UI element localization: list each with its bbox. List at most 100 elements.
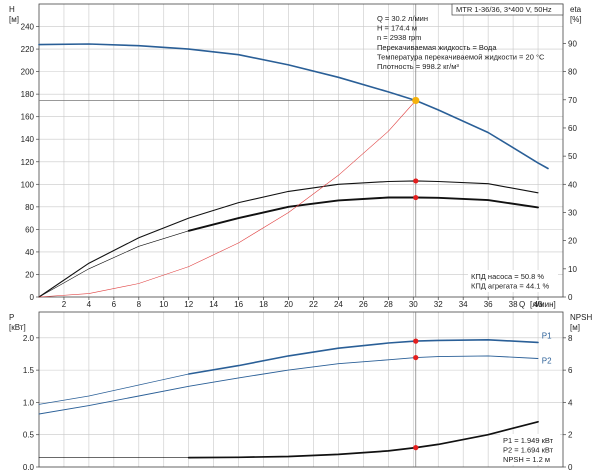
efficiency-info-bg bbox=[468, 270, 558, 292]
y2-tick-label: 0 bbox=[568, 463, 573, 472]
duty-point-marker bbox=[413, 178, 419, 184]
x-tick-label: 2 bbox=[62, 300, 67, 309]
chart-title-box: MTR 1-36/36, 3*400 V, 50Hz bbox=[451, 3, 564, 16]
head-efficiency-panel: 0204060801001201401601802002202400102030… bbox=[9, 3, 582, 309]
series-eta-unit bbox=[187, 196, 539, 232]
y2-tick-label: 30 bbox=[568, 208, 577, 217]
series-p1 bbox=[187, 338, 539, 375]
x-tick-label: 30 bbox=[409, 300, 418, 309]
x-tick-label: 28 bbox=[384, 300, 393, 309]
duty-point-marker bbox=[412, 96, 420, 105]
series-npsh bbox=[187, 420, 539, 459]
x-tick-label: 26 bbox=[359, 300, 368, 309]
x-tick-label: 16 bbox=[234, 300, 243, 309]
power-info-line: P1 = 1.949 кВт bbox=[503, 436, 554, 445]
y2-tick-label: 10 bbox=[568, 265, 577, 274]
power-info-bg bbox=[500, 434, 560, 465]
x-tick-label: 14 bbox=[209, 300, 218, 309]
y2-tick-label: 6 bbox=[568, 366, 573, 375]
y2-tick-label: 0 bbox=[568, 293, 573, 302]
duty-point-marker bbox=[413, 445, 419, 451]
x-tick-label: 12 bbox=[184, 300, 193, 309]
y2-axis-unit: [%] bbox=[570, 15, 582, 24]
power-info-line: P2 = 1.694 кВт bbox=[503, 446, 554, 455]
y2-tick-label: 2 bbox=[568, 431, 573, 440]
x-tick-label: 8 bbox=[137, 300, 142, 309]
series-eta-pump bbox=[38, 180, 539, 298]
y2-tick-label: 80 bbox=[568, 68, 577, 77]
chart-title: MTR 1-36/36, 3*400 V, 50Hz bbox=[456, 5, 552, 14]
duty-info-line: Q = 30.2 л/мин bbox=[377, 14, 428, 23]
series-p2 bbox=[38, 355, 539, 415]
y-tick-label: 200 bbox=[21, 68, 35, 77]
x-axis-symbol: Q bbox=[519, 300, 525, 309]
y-tick-label: 0.5 bbox=[23, 431, 35, 440]
x-tick-label: 24 bbox=[334, 300, 343, 309]
x-tick-label: 32 bbox=[434, 300, 443, 309]
series-label: P2 bbox=[542, 357, 552, 366]
y-tick-label: 240 bbox=[21, 23, 35, 32]
title-frame bbox=[451, 3, 564, 16]
y-tick-label: 0 bbox=[30, 293, 35, 302]
y-tick-label: 60 bbox=[25, 225, 34, 234]
x-axis-unit: [л/мин] bbox=[530, 300, 556, 309]
y2-tick-label: 40 bbox=[568, 180, 577, 189]
y2-tick-label: 20 bbox=[568, 237, 577, 246]
y2-tick-label: 50 bbox=[568, 152, 577, 161]
y2-tick-label: 60 bbox=[568, 124, 577, 133]
duty-info-line: Плотность = 998.2 кг/м³ bbox=[377, 62, 459, 71]
y-tick-label: 0.0 bbox=[23, 463, 35, 472]
x-tick-label: 20 bbox=[284, 300, 293, 309]
x-tick-label: 40 bbox=[534, 300, 543, 309]
duty-point-marker bbox=[413, 338, 419, 344]
y2-axis-symbol: eta bbox=[570, 5, 582, 14]
x-tick-label: 34 bbox=[459, 300, 468, 309]
x-tick-label: 4 bbox=[87, 300, 92, 309]
series-h-extension bbox=[38, 43, 190, 50]
efficiency-info-block: КПД насоса = 50.8 %КПД агрегата = 44.1 % bbox=[468, 270, 558, 292]
y2-tick-label: 70 bbox=[568, 96, 577, 105]
x-tick-label: 22 bbox=[309, 300, 318, 309]
x-tick-label: 18 bbox=[259, 300, 268, 309]
y-tick-label: 220 bbox=[21, 45, 35, 54]
y-tick-label: 40 bbox=[25, 248, 34, 257]
x-tick-label: 38 bbox=[509, 300, 518, 309]
y2-tick-label: 4 bbox=[568, 398, 573, 407]
x-tick-label: 6 bbox=[112, 300, 117, 309]
series-label: P1 bbox=[542, 331, 552, 340]
x-tick-label: 10 bbox=[159, 300, 168, 309]
y-tick-label: 1.0 bbox=[23, 398, 35, 407]
plot-frame bbox=[38, 311, 564, 468]
y-tick-label: 100 bbox=[21, 180, 35, 189]
efficiency-info-line: КПД насоса = 50.8 % bbox=[471, 272, 544, 281]
duty-info-line: Перекачиваемая жидкость = Вода bbox=[377, 43, 497, 52]
efficiency-info-line: КПД агрегата = 44.1 % bbox=[471, 282, 549, 291]
plot-frame bbox=[38, 3, 564, 298]
series-system-curve bbox=[38, 100, 417, 298]
y-tick-label: 160 bbox=[21, 113, 35, 122]
y-tick-label: 1.5 bbox=[23, 366, 35, 375]
y2-axis-unit: [м] bbox=[570, 323, 580, 332]
y-tick-label: 80 bbox=[25, 203, 34, 212]
y-axis-unit: [м] bbox=[9, 15, 19, 24]
power-npsh-panel: 0.0 0.5 1.0 1.5 2.0 0 2 4 6 8 P[кВт] NPSH[м] P1 P2 P1 … bbox=[9, 311, 592, 472]
y-tick-label: 2.0 bbox=[23, 334, 35, 343]
y-tick-label: 180 bbox=[21, 90, 35, 99]
y-tick-label: 20 bbox=[25, 270, 34, 279]
y-axis-symbol: P bbox=[9, 313, 14, 322]
y2-tick-label: 90 bbox=[568, 39, 577, 48]
duty-info-line: n = 2938 rpm bbox=[377, 33, 421, 42]
x-tick-label: 36 bbox=[484, 300, 493, 309]
duty-point-marker bbox=[413, 354, 419, 361]
y-axis-unit: [кВт] bbox=[9, 323, 26, 332]
y2-axis-symbol: NPSH bbox=[570, 313, 592, 322]
duty-point-marker bbox=[413, 194, 419, 201]
y-tick-label: 140 bbox=[21, 135, 35, 144]
duty-info-line: H = 174.4 м bbox=[377, 24, 417, 33]
series-h bbox=[38, 43, 549, 170]
power-info-line: NPSH = 1.2 м bbox=[503, 455, 550, 464]
series-eta-unit-extension bbox=[38, 230, 189, 298]
